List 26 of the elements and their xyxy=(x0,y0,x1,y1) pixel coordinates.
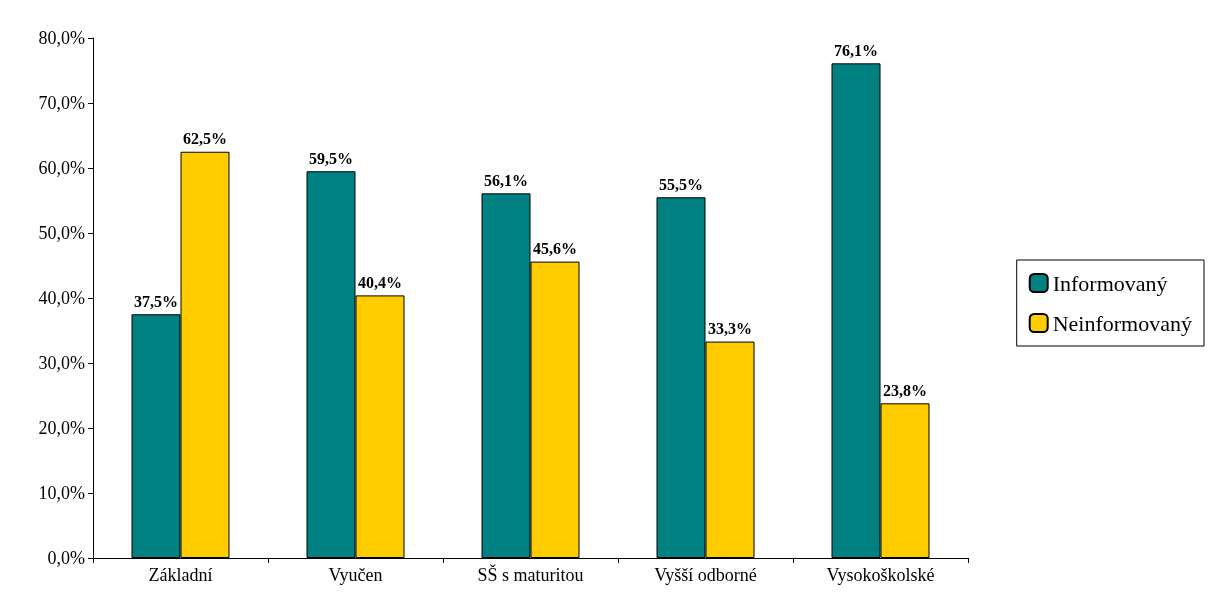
data-label: 62,5% xyxy=(183,130,227,148)
x-tick-label: Vysokoškolské xyxy=(826,565,935,585)
x-tick-label: SŠ s maturitou xyxy=(477,564,584,585)
legend-label: Neinformovaný xyxy=(1052,310,1192,336)
data-label: 37,5% xyxy=(134,292,178,310)
y-tick-label: 50,0% xyxy=(38,223,85,243)
data-label: 33,3% xyxy=(708,320,752,338)
y-tick-label: 80,0% xyxy=(38,28,85,48)
y-tick-label: 60,0% xyxy=(38,158,85,178)
data-label: 59,5% xyxy=(309,149,353,167)
data-label: 76,1% xyxy=(834,41,878,59)
y-tick-label: 10,0% xyxy=(38,483,85,503)
data-label: 45,6% xyxy=(533,240,577,258)
y-tick-label: 70,0% xyxy=(38,93,85,113)
y-tick-label: 40,0% xyxy=(38,288,85,308)
data-label: 56,1% xyxy=(484,171,528,189)
x-tick-label: Vyučen xyxy=(328,565,383,585)
data-label: 23,8% xyxy=(883,381,927,399)
data-label: 55,5% xyxy=(659,175,703,193)
data-label: 40,4% xyxy=(358,273,402,291)
y-tick-label: 30,0% xyxy=(38,353,85,373)
legend-label: Informovaný xyxy=(1052,270,1168,296)
y-tick-label: 0,0% xyxy=(47,548,85,568)
x-tick-label: Základní xyxy=(148,565,213,585)
x-tick-label: Vyšší odborné xyxy=(654,565,757,585)
y-tick-label: 20,0% xyxy=(38,418,85,438)
